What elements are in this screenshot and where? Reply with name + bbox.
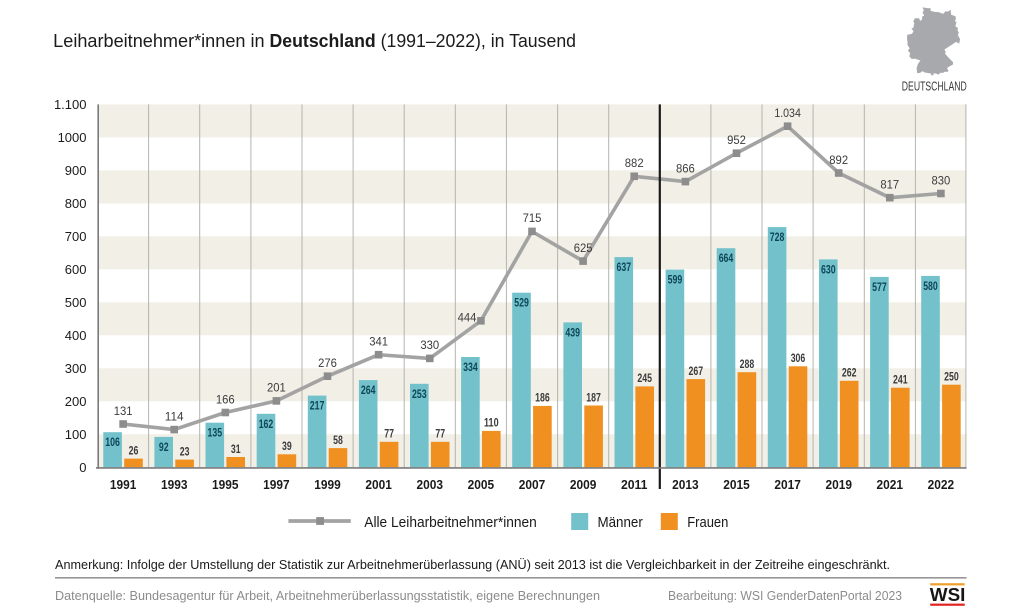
- svg-text:58: 58: [333, 433, 343, 447]
- svg-text:186: 186: [535, 391, 550, 405]
- svg-text:830: 830: [932, 173, 951, 187]
- svg-text:2003: 2003: [417, 477, 444, 492]
- svg-text:1997: 1997: [263, 477, 290, 492]
- svg-text:Deutschland: Deutschland: [270, 31, 376, 51]
- svg-text:WSI: WSI: [930, 584, 966, 605]
- svg-text:892: 892: [829, 153, 848, 167]
- svg-text:77: 77: [435, 427, 445, 441]
- svg-text:200: 200: [65, 394, 87, 409]
- svg-text:2009: 2009: [570, 477, 597, 492]
- svg-text:577: 577: [872, 280, 887, 294]
- svg-text:DEUTSCHLAND: DEUTSCHLAND: [902, 80, 967, 94]
- svg-text:1999: 1999: [314, 477, 341, 492]
- svg-text:1995: 1995: [212, 477, 239, 492]
- svg-text:262: 262: [842, 366, 857, 380]
- svg-text:900: 900: [65, 163, 87, 178]
- svg-text:2011: 2011: [621, 477, 648, 492]
- svg-text:952: 952: [727, 133, 746, 147]
- svg-text:637: 637: [617, 260, 632, 274]
- svg-text:625: 625: [574, 241, 593, 255]
- svg-text:580: 580: [923, 279, 938, 293]
- svg-text:Frauen: Frauen: [687, 514, 728, 531]
- svg-text:1.034: 1.034: [774, 106, 801, 120]
- svg-text:264: 264: [361, 383, 376, 397]
- svg-text:217: 217: [310, 399, 325, 413]
- svg-text:529: 529: [514, 296, 529, 310]
- svg-text:664: 664: [719, 251, 734, 265]
- svg-text:2013: 2013: [672, 477, 699, 492]
- svg-text:Männer: Männer: [598, 514, 643, 531]
- svg-text:Bearbeitung: WSI GenderDatenPo: Bearbeitung: WSI GenderDatenPortal 2023: [668, 588, 902, 603]
- svg-text:(1991–2022), in Tausend: (1991–2022), in Tausend: [381, 31, 576, 51]
- svg-text:700: 700: [65, 229, 87, 244]
- svg-text:241: 241: [893, 373, 908, 387]
- svg-text:2015: 2015: [723, 477, 750, 492]
- svg-text:600: 600: [65, 262, 87, 277]
- svg-text:114: 114: [165, 409, 184, 423]
- svg-text:715: 715: [523, 211, 542, 225]
- svg-text:444: 444: [458, 311, 477, 325]
- svg-text:800: 800: [65, 196, 87, 211]
- svg-text:162: 162: [259, 417, 274, 431]
- svg-text:306: 306: [791, 351, 806, 365]
- svg-text:39: 39: [282, 439, 292, 453]
- svg-text:106: 106: [105, 435, 120, 449]
- svg-text:288: 288: [740, 357, 755, 371]
- svg-text:276: 276: [318, 356, 337, 370]
- svg-text:110: 110: [484, 416, 499, 430]
- svg-text:599: 599: [668, 273, 683, 287]
- svg-text:Anmerkung: Infolge der Umstell: Anmerkung: Infolge der Umstellung der St…: [55, 557, 890, 572]
- svg-text:23: 23: [180, 444, 190, 458]
- svg-text:Datenquelle: Bundesagentur fü: Datenquelle: Bundesagentur für Arbeit, A…: [55, 588, 600, 603]
- svg-text:817: 817: [880, 178, 899, 192]
- svg-text:253: 253: [412, 387, 427, 401]
- svg-text:439: 439: [565, 325, 580, 339]
- svg-text:341: 341: [369, 335, 388, 349]
- svg-text:300: 300: [65, 361, 87, 376]
- svg-text:92: 92: [159, 440, 169, 454]
- svg-text:135: 135: [208, 426, 223, 440]
- svg-text:330: 330: [420, 338, 439, 352]
- svg-text:Leiharbeitnehmer*innen in: Leiharbeitnehmer*innen in: [53, 31, 264, 51]
- svg-text:2017: 2017: [774, 477, 801, 492]
- svg-text:2001: 2001: [365, 477, 392, 492]
- svg-text:0: 0: [79, 460, 86, 475]
- svg-text:2005: 2005: [468, 477, 495, 492]
- svg-text:77: 77: [384, 427, 394, 441]
- svg-text:2007: 2007: [519, 477, 546, 492]
- svg-text:166: 166: [216, 392, 235, 406]
- svg-text:131: 131: [114, 404, 133, 418]
- svg-text:2021: 2021: [877, 477, 904, 492]
- svg-text:267: 267: [689, 364, 704, 378]
- svg-text:728: 728: [770, 230, 785, 244]
- svg-text:866: 866: [676, 161, 695, 175]
- svg-text:2022: 2022: [928, 477, 955, 492]
- svg-text:100: 100: [65, 427, 87, 442]
- svg-text:882: 882: [625, 156, 644, 170]
- svg-text:250: 250: [944, 370, 959, 384]
- svg-text:2019: 2019: [825, 477, 852, 492]
- svg-text:334: 334: [463, 360, 478, 374]
- svg-text:400: 400: [65, 328, 87, 343]
- svg-text:1991: 1991: [110, 477, 137, 492]
- svg-text:1.100: 1.100: [54, 97, 87, 112]
- svg-text:500: 500: [65, 295, 87, 310]
- svg-text:187: 187: [586, 390, 601, 404]
- svg-text:Alle Leiharbeitnehmer*innen: Alle Leiharbeitnehmer*innen: [364, 514, 537, 531]
- svg-text:1993: 1993: [161, 477, 188, 492]
- svg-text:245: 245: [637, 371, 652, 385]
- svg-text:201: 201: [267, 381, 286, 395]
- svg-text:1000: 1000: [58, 130, 87, 145]
- svg-text:26: 26: [129, 443, 139, 457]
- svg-text:31: 31: [231, 442, 241, 456]
- svg-text:630: 630: [821, 262, 836, 276]
